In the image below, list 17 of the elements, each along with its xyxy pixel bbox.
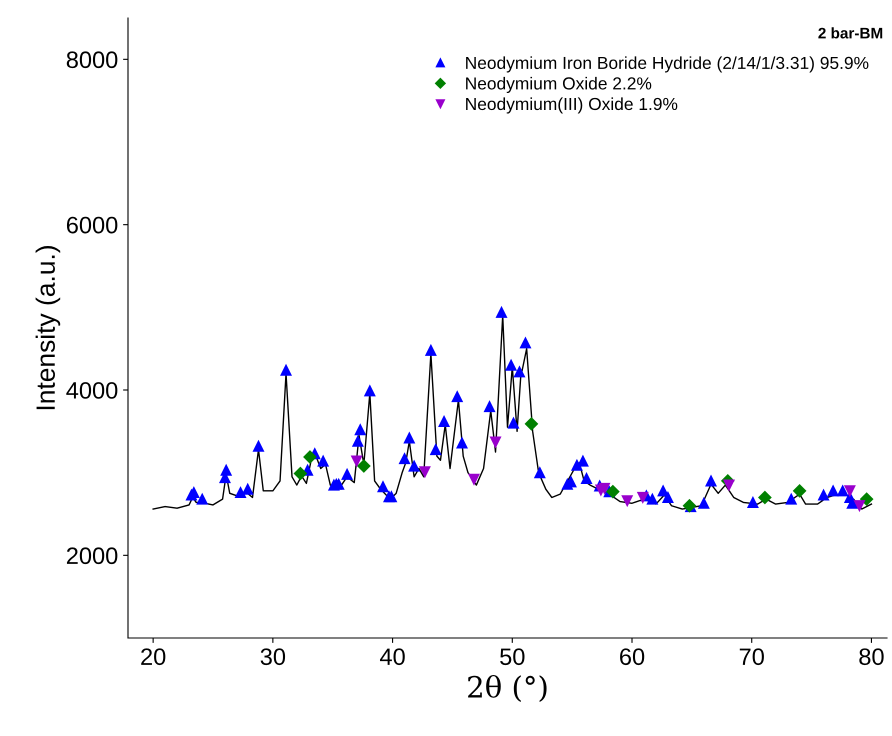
y-tick-label: 8000 xyxy=(66,51,118,68)
x-tick-label: 40 xyxy=(380,648,405,666)
x-tick-label: 30 xyxy=(260,648,286,666)
x-tick-label: 20 xyxy=(141,648,166,666)
annotation: 2 bar-BM xyxy=(818,27,882,39)
y-tick-label: 2000 xyxy=(66,547,118,564)
x-tick-label: 70 xyxy=(740,648,764,666)
y-axis-title: Intensity (a.u.) xyxy=(36,246,60,410)
x-axis-title: 2θ (°) xyxy=(468,674,547,702)
x-tick-label: 80 xyxy=(859,648,884,666)
x-tick-label: 50 xyxy=(500,648,524,666)
y-tick-label: 4000 xyxy=(66,382,118,399)
legend-label: Neodymium Iron Boride Hydride (2/14/1/3.31) 95.9% xyxy=(466,56,868,72)
legend-label: Neodymium Oxide 2.2% xyxy=(466,76,652,94)
y-tick-label: 6000 xyxy=(66,216,118,234)
x-tick-label: 60 xyxy=(620,648,644,666)
legend-label: Neodymium(III) Oxide 1.9% xyxy=(466,97,678,114)
